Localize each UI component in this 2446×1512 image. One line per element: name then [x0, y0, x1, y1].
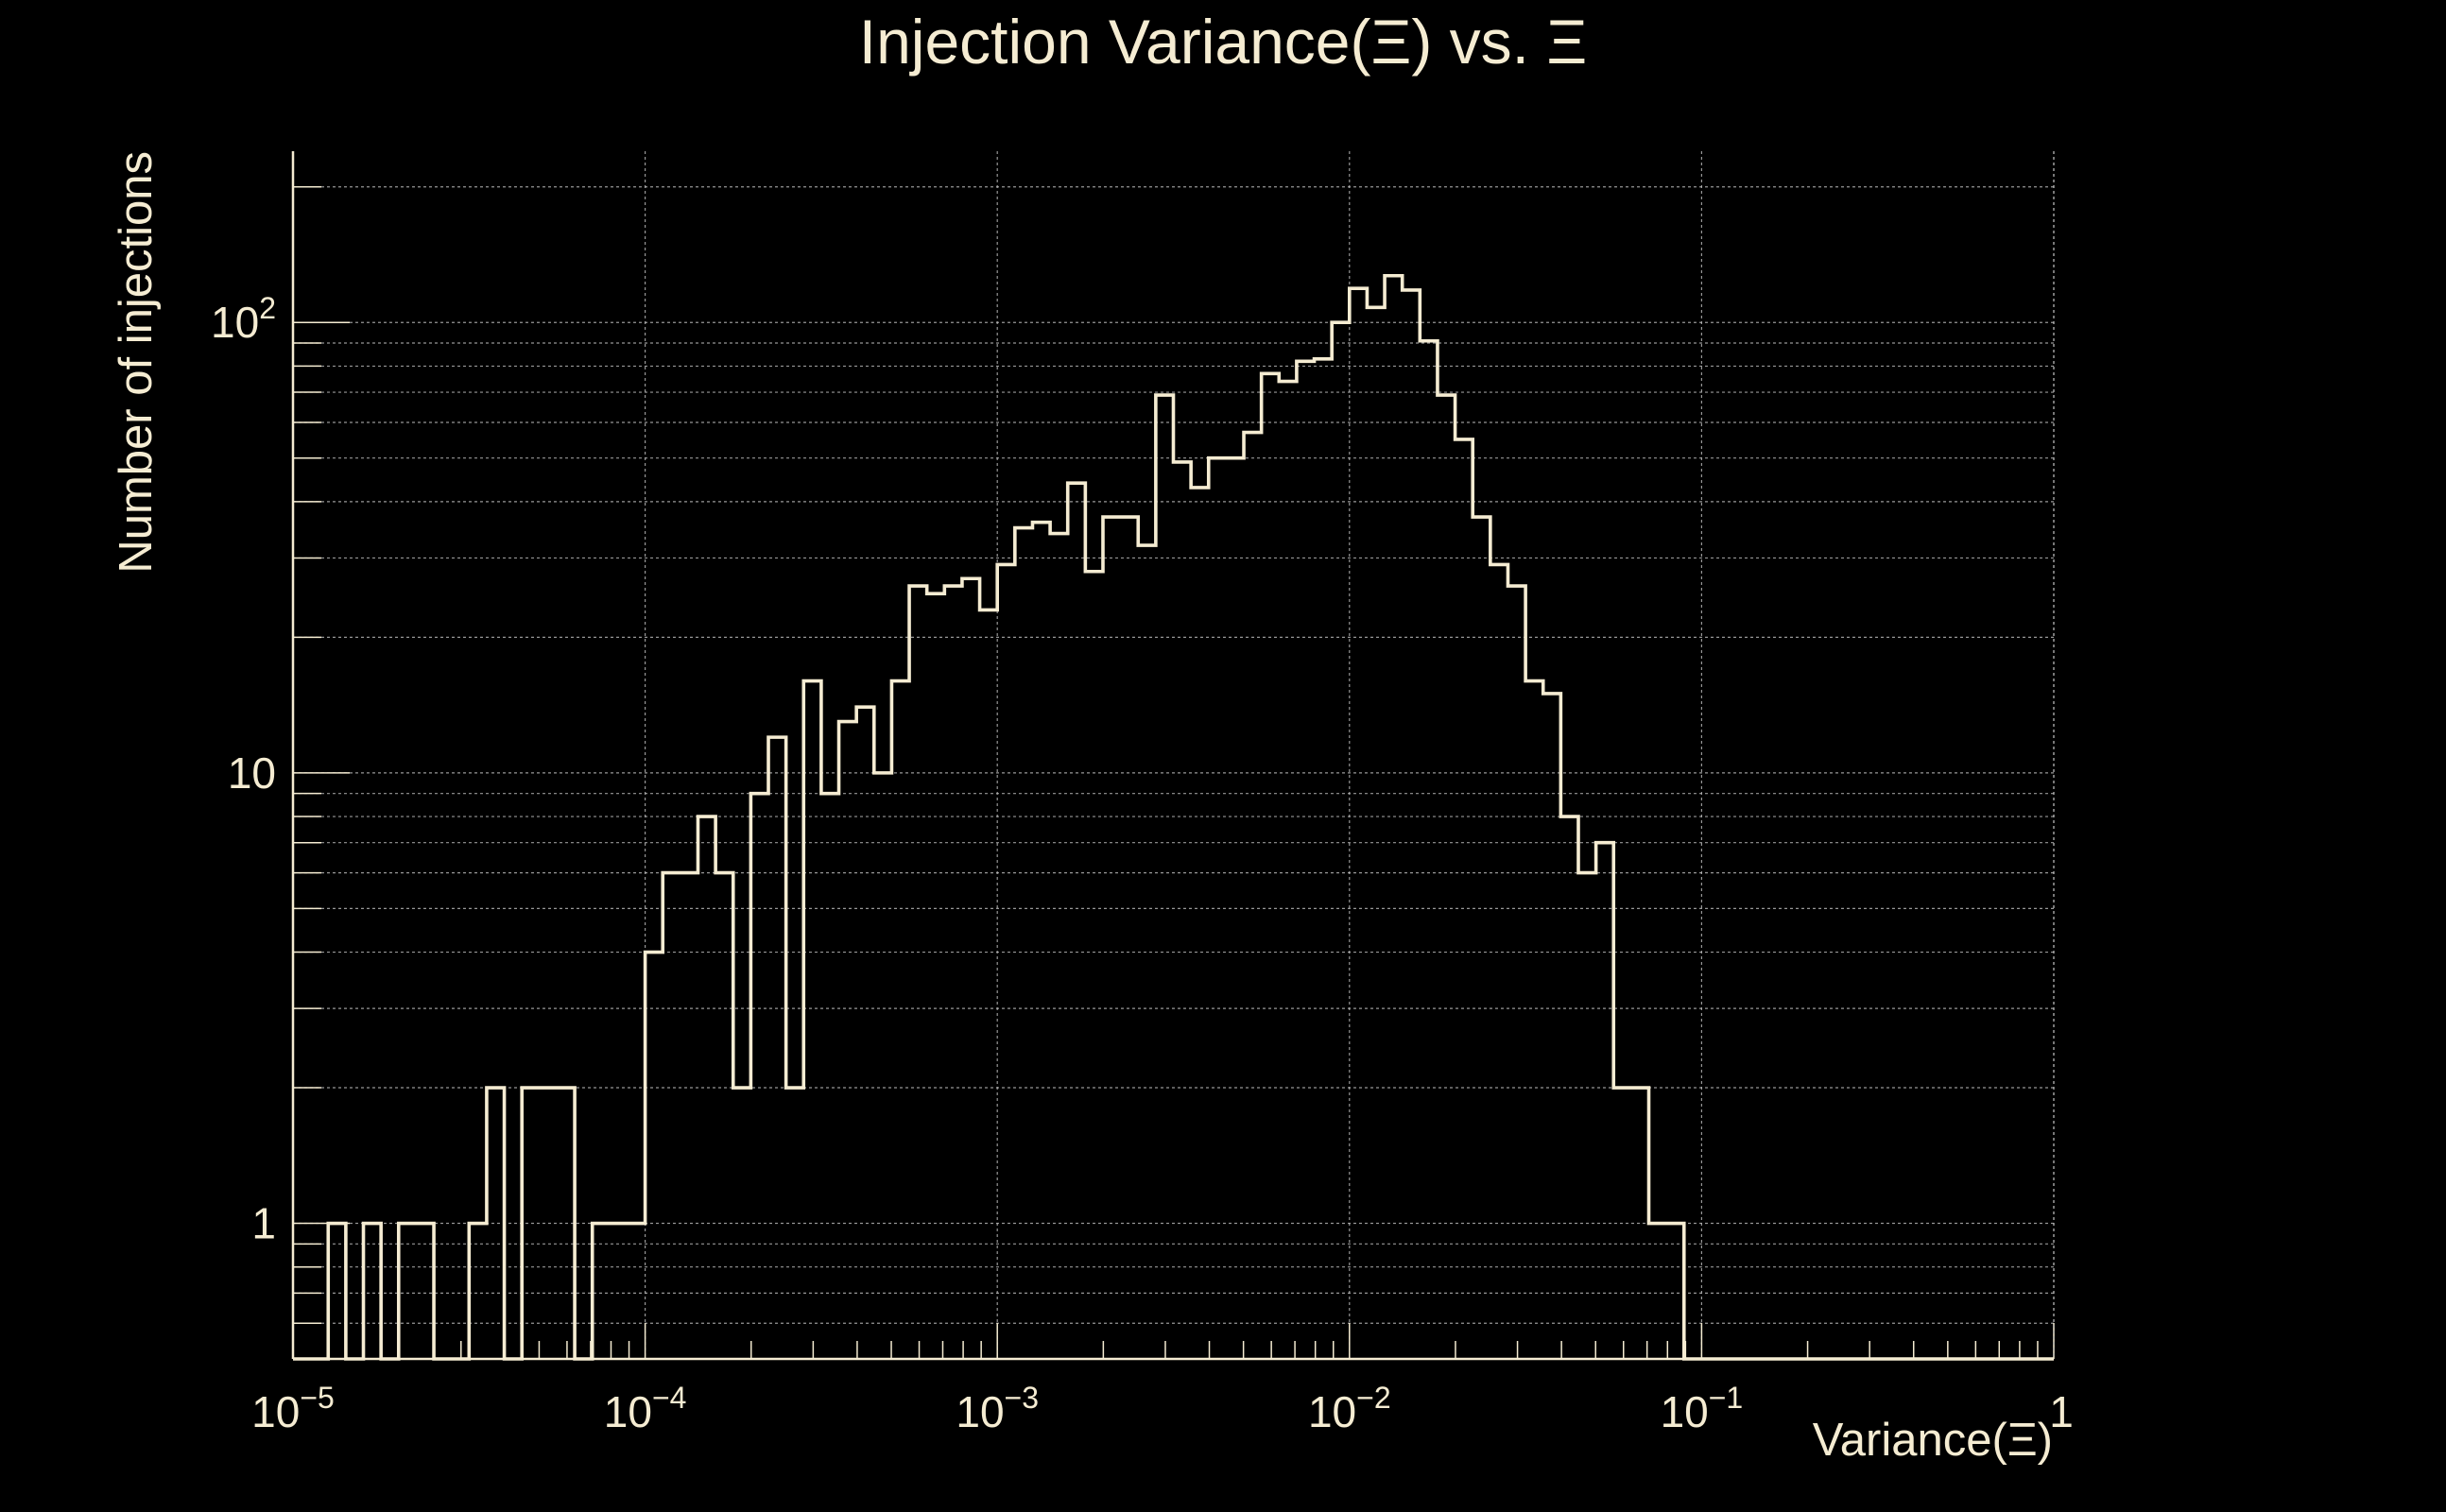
histogram-step-line [293, 273, 2054, 1361]
histogram-bin [750, 794, 768, 1359]
histogram-bin [803, 681, 821, 1359]
histogram-bin [646, 953, 663, 1359]
histogram-bin [1367, 307, 1385, 1359]
histogram-bin [874, 773, 892, 1359]
histogram-bin [1262, 373, 1280, 1359]
histogram-bin [1226, 458, 1244, 1359]
histogram-bin [1297, 361, 1315, 1359]
histogram-bin [1103, 517, 1121, 1359]
histogram-series [293, 273, 2054, 1361]
histogram-bin [1138, 545, 1156, 1359]
histogram-bin [1032, 523, 1050, 1359]
histogram-bin [909, 586, 927, 1359]
x-tick-label: 10−4 [604, 1381, 687, 1436]
x-tick-label: 1 [2049, 1387, 2074, 1436]
histogram-bin [1385, 276, 1403, 1359]
histogram-bin [628, 1224, 646, 1359]
histogram-bin [980, 610, 998, 1359]
histogram-bin [1050, 534, 1068, 1359]
y-tick-label: 10 [228, 748, 276, 798]
histogram-bin [1613, 1088, 1631, 1359]
histogram-bin [1403, 290, 1421, 1359]
histogram-bin [1560, 816, 1578, 1359]
histogram-bin [997, 564, 1015, 1359]
histogram-bin [698, 816, 715, 1359]
histogram-bin [821, 794, 839, 1359]
histogram-bin [1085, 572, 1103, 1359]
histogram-bin [1209, 458, 1227, 1359]
histogram-bin [1631, 1088, 1649, 1359]
histogram-bin [593, 1224, 611, 1359]
histogram-bin [469, 1224, 487, 1359]
histogram-bin [522, 1088, 540, 1359]
histogram-bin [891, 681, 909, 1359]
histogram-bin [680, 873, 698, 1359]
y-tick-label: 1 [251, 1199, 276, 1248]
histogram-bin [557, 1088, 575, 1359]
histogram-bin [1596, 843, 1614, 1359]
x-tick-label: 10−3 [956, 1381, 1039, 1436]
histogram-bin [962, 578, 980, 1359]
histogram-bin [663, 873, 680, 1359]
histogram-bin [610, 1224, 628, 1359]
histogram-bin [733, 1088, 751, 1359]
histogram-bin [1279, 382, 1297, 1359]
histogram-bin [364, 1224, 382, 1359]
histogram-bin [1350, 288, 1368, 1359]
histogram-bin [1649, 1224, 1667, 1359]
histogram-bin [1332, 322, 1350, 1359]
x-tick-label: 10−2 [1308, 1381, 1391, 1436]
histogram-bin [839, 722, 857, 1359]
y-tick-labels: 1 10 102 [211, 291, 276, 1247]
histogram-bin [1191, 488, 1209, 1359]
histogram-bin [1174, 462, 1192, 1359]
histogram-bin [1156, 395, 1174, 1359]
histogram-bin [1244, 433, 1262, 1359]
histogram-bin [1068, 483, 1086, 1359]
histogram-bin [1543, 694, 1561, 1359]
histogram-bin [1015, 528, 1033, 1359]
histogram-bin [1578, 873, 1596, 1359]
histogram-bin [1438, 395, 1456, 1359]
x-axis-label: Variance(Ξ) [1813, 1415, 2053, 1466]
x-tick-labels: 10−5 10−4 10−3 10−2 10−1 1 [251, 1381, 2074, 1436]
histogram-bin [1473, 517, 1490, 1359]
histogram-bin [1490, 564, 1508, 1359]
y-tick-label: 102 [211, 291, 276, 347]
histogram-bin [416, 1224, 434, 1359]
x-tick-label: 10−5 [251, 1381, 335, 1436]
chart-title: Injection Variance(Ξ) vs. Ξ [859, 7, 1588, 77]
x-tick-label: 10−1 [1661, 1381, 1744, 1436]
y-axis-label: Number of injections [111, 151, 162, 574]
histogram-bin [1121, 517, 1139, 1359]
histogram-bin [768, 737, 786, 1359]
histogram-bin [328, 1224, 346, 1359]
histogram-bin [1420, 341, 1438, 1359]
histogram-bin [927, 593, 945, 1359]
histogram-bin [856, 707, 874, 1359]
histogram-bin [944, 586, 962, 1359]
histogram-bin [399, 1224, 417, 1359]
histogram-bin [540, 1088, 558, 1359]
histogram-bin [1525, 681, 1543, 1359]
histogram-bin [786, 1088, 804, 1359]
histogram-bin [1315, 359, 1333, 1359]
histogram-bin [487, 1088, 505, 1359]
histogram-bin [715, 873, 733, 1359]
histogram-bin [1456, 439, 1473, 1359]
histogram-bin [1666, 1224, 1684, 1359]
histogram-bin [1507, 586, 1525, 1359]
